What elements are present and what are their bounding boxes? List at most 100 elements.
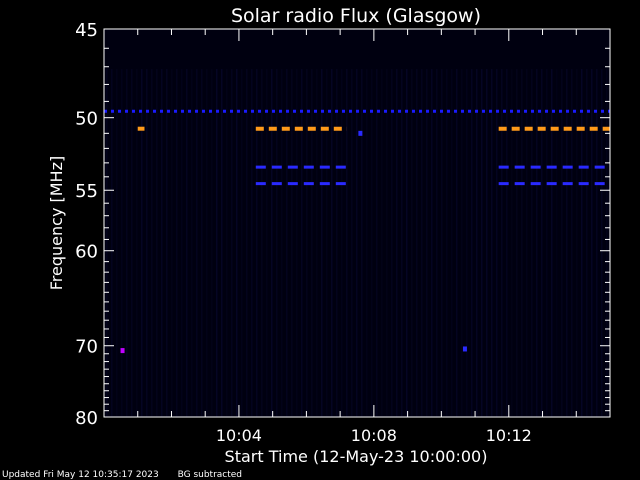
noise-stripe <box>261 69 263 417</box>
noise-stripe <box>331 69 333 417</box>
noise-stripe <box>421 69 423 417</box>
emission-spot-0 <box>120 348 125 354</box>
noise-stripe <box>551 69 553 417</box>
x-tick-label-2: 10:12 <box>486 426 532 445</box>
noise-stripe <box>361 69 363 417</box>
noise-stripe <box>491 69 493 417</box>
noise-stripe <box>601 69 603 417</box>
updated-timestamp: Updated Fri May 12 10:35:17 2023 <box>2 470 159 480</box>
noise-stripe <box>431 69 433 417</box>
y-tick-label-1: 50 <box>75 109 98 130</box>
noise-stripe <box>456 69 458 417</box>
noise-stripe <box>281 69 283 417</box>
noise-stripe <box>271 69 273 417</box>
plot-frame <box>103 28 611 418</box>
noise-stripe <box>461 69 463 417</box>
y-tick-label-2: 55 <box>75 181 98 202</box>
noise-stripe <box>426 69 428 417</box>
noise-stripe <box>311 69 313 417</box>
noise-stripe <box>146 69 148 417</box>
noise-stripe <box>381 69 383 417</box>
y-tick-label-4: 70 <box>75 337 98 358</box>
noise-stripe <box>541 69 543 417</box>
noise-stripe <box>401 69 403 417</box>
noise-stripe <box>476 69 478 417</box>
noise-stripe <box>471 69 473 417</box>
emission-spot-2 <box>358 130 363 136</box>
noise-stripe <box>266 69 268 417</box>
noise-stripe <box>296 69 298 417</box>
x-tick-label-0: 10:04 <box>216 426 262 445</box>
noise-stripe <box>386 69 388 417</box>
noise-stripe <box>336 69 338 417</box>
noise-stripe <box>131 69 133 417</box>
noise-stripe <box>546 69 548 417</box>
y-tick-label-5: 80 <box>75 408 98 429</box>
noise-stripe <box>406 69 408 417</box>
noise-stripe <box>566 69 568 417</box>
noise-stripe <box>571 69 573 417</box>
noise-stripe <box>366 69 368 417</box>
y-axis-label: Frequency [MHz] <box>47 156 66 290</box>
noise-stripe <box>581 69 583 417</box>
noise-stripe <box>391 69 393 417</box>
y-tick-label-3: 60 <box>75 242 98 263</box>
noise-stripe <box>116 69 118 417</box>
noise-stripe <box>356 69 358 417</box>
noise-stripe <box>216 69 218 417</box>
noise-stripe <box>211 69 213 417</box>
noise-stripe <box>516 69 518 417</box>
noise-stripe <box>501 69 503 417</box>
noise-stripe <box>466 69 468 417</box>
noise-stripe <box>106 69 108 417</box>
noise-stripe <box>251 69 253 417</box>
noise-stripe <box>436 69 438 417</box>
emission-spot-1 <box>462 346 467 352</box>
noise-stripe <box>231 69 233 417</box>
noise-stripe <box>526 69 528 417</box>
x-tick-label-1: 10:08 <box>351 426 397 445</box>
noise-stripe <box>481 69 483 417</box>
noise-stripe <box>181 69 183 417</box>
noise-stripe <box>451 69 453 417</box>
noise-stripe <box>151 69 153 417</box>
noise-stripe <box>161 69 163 417</box>
noise-stripe <box>156 69 158 417</box>
x-axis-label: Start Time (12-May-23 10:00:00) <box>225 447 488 466</box>
noise-stripe <box>186 69 188 417</box>
noise-stripe <box>286 69 288 417</box>
noise-stripe <box>326 69 328 417</box>
noise-stripe <box>221 69 223 417</box>
noise-stripe <box>256 69 258 417</box>
noise-stripe <box>206 69 208 417</box>
noise-stripe <box>561 69 563 417</box>
noise-stripe <box>536 69 538 417</box>
noise-stripe <box>121 69 123 417</box>
noise-stripe <box>301 69 303 417</box>
noise-stripe <box>166 69 168 417</box>
noise-stripe <box>191 69 193 417</box>
noise-stripe <box>176 69 178 417</box>
noise-stripe <box>321 69 323 417</box>
noise-stripe <box>306 69 308 417</box>
noise-stripe <box>141 69 143 417</box>
noise-stripe <box>586 69 588 417</box>
noise-stripe <box>171 69 173 417</box>
noise-stripe <box>506 69 508 417</box>
noise-stripe <box>521 69 523 417</box>
noise-stripe <box>411 69 413 417</box>
noise-stripe <box>111 69 113 417</box>
noise-stripe <box>511 69 513 417</box>
noise-stripe <box>591 69 593 417</box>
noise-stripe <box>246 69 248 417</box>
noise-stripe <box>291 69 293 417</box>
noise-stripe <box>606 69 608 417</box>
noise-stripe <box>556 69 558 417</box>
noise-stripe <box>196 69 198 417</box>
noise-stripe <box>126 69 128 417</box>
noise-stripe <box>496 69 498 417</box>
noise-stripe <box>441 69 443 417</box>
plot-background <box>104 29 610 417</box>
noise-stripe <box>341 69 343 417</box>
